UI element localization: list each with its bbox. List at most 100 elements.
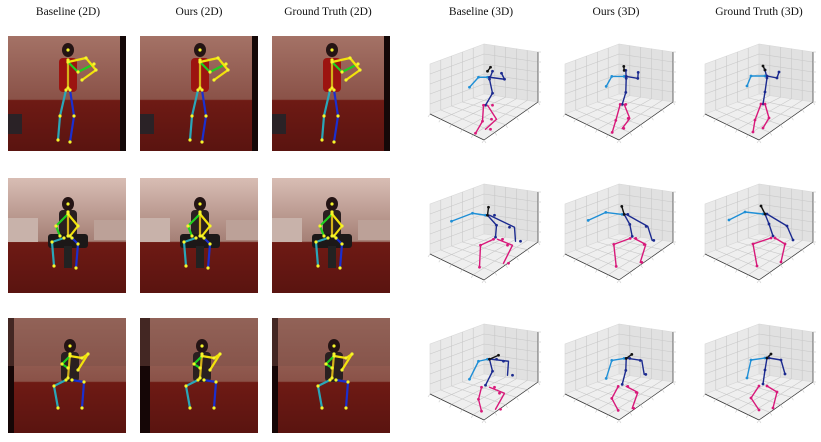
joint-marker (66, 212, 69, 215)
pose-image-crouching-ours-2d (140, 318, 258, 433)
joint-marker (350, 352, 353, 355)
joint-marker (186, 224, 189, 227)
plot-joint (493, 386, 496, 389)
plot-joint (764, 213, 767, 216)
joint-marker (200, 140, 203, 143)
plot-joint (640, 261, 643, 264)
plot-joint (480, 386, 483, 389)
joint-marker (198, 366, 201, 369)
plot-joint (744, 211, 747, 214)
pose-image-crouching-ground-truth-2d (272, 318, 390, 433)
joint-marker (66, 202, 69, 205)
pose-plot-standing-stretch-ground-truth-3d (693, 32, 821, 162)
plot-joint (503, 78, 506, 81)
plot-joint (786, 225, 789, 228)
plot-joint (758, 385, 761, 388)
joint-marker (182, 240, 185, 243)
joint-marker (358, 68, 361, 71)
plot-joint (780, 359, 783, 362)
joint-marker (206, 266, 209, 269)
joint-marker (190, 234, 193, 237)
plot-joint (776, 77, 779, 80)
joint-marker (80, 406, 83, 409)
joint-marker (194, 236, 197, 239)
plot-joint (492, 238, 495, 241)
plot-joint (478, 266, 481, 269)
joint-marker (52, 384, 55, 387)
joint-marker (68, 140, 71, 143)
joint-marker (202, 378, 205, 381)
joint-marker (70, 378, 73, 381)
plot-joint (612, 243, 615, 246)
plot-joint (766, 75, 769, 78)
pose-image-standing-stretch-baseline-2d (8, 36, 126, 151)
joint-marker (190, 114, 193, 117)
joint-marker (340, 368, 343, 371)
joint-marker (208, 368, 211, 371)
plot-joint (615, 265, 618, 268)
plot-joint (772, 407, 775, 410)
plot-joint (614, 119, 617, 122)
joint-marker (208, 70, 211, 73)
pose-image-standing-stretch-ours-2d (140, 36, 258, 151)
joint-marker (338, 266, 341, 269)
joint-marker (76, 368, 79, 371)
joint-marker (188, 406, 191, 409)
joint-marker (344, 78, 347, 81)
plot-joint (471, 212, 474, 215)
joint-marker (326, 236, 329, 239)
joint-marker (330, 60, 333, 63)
plot-joint (768, 223, 771, 226)
joint-marker (214, 380, 217, 383)
pose-plot-standing-stretch-baseline-3d (418, 32, 548, 162)
joint-marker (82, 380, 85, 383)
plot-joint (628, 357, 631, 360)
plot-joint (750, 75, 753, 78)
pose-plot-sitting-chair-ground-truth-3d (693, 172, 821, 302)
joint-marker (226, 68, 229, 71)
joint-marker (218, 352, 221, 355)
plot-joint (490, 118, 493, 121)
plot-joint (479, 244, 482, 247)
joint-marker (68, 88, 71, 91)
joint-marker (64, 378, 67, 381)
joint-marker (208, 242, 211, 245)
plot-joint (624, 91, 627, 94)
joint-marker (56, 138, 59, 141)
pose-image-standing-stretch-ground-truth-2d (272, 36, 390, 151)
plot-joint (637, 71, 640, 74)
joint-marker (80, 78, 83, 81)
plot-joint (628, 223, 631, 226)
plot-joint (634, 237, 637, 240)
joint-marker (56, 406, 59, 409)
joint-marker (356, 62, 359, 65)
joint-marker (196, 88, 199, 91)
plot-joint (630, 353, 633, 356)
joint-marker (330, 48, 333, 51)
pose-plot-sitting-chair-ours-3d (553, 172, 683, 302)
plot-joint (778, 71, 781, 74)
plot-joint (770, 237, 773, 240)
plot-joint (728, 219, 731, 222)
plot-joint (484, 384, 487, 387)
plot-joint (494, 236, 497, 239)
joint-marker (322, 114, 325, 117)
joint-marker (84, 56, 87, 59)
joint-marker (74, 266, 77, 269)
plot-joint (752, 243, 755, 246)
plot-joint (480, 410, 483, 413)
joint-marker (86, 352, 89, 355)
plot-joint (764, 369, 767, 372)
plot-joint (507, 262, 510, 265)
plot-joint (486, 214, 489, 217)
joint-marker (212, 406, 215, 409)
plot-joint (652, 239, 655, 242)
plot-joint (519, 240, 522, 243)
plot-joint (623, 69, 626, 72)
joint-marker (212, 78, 215, 81)
plot-joint (756, 265, 759, 268)
joint-marker (64, 88, 67, 91)
plot-joint (762, 383, 765, 386)
plot-joint (468, 86, 471, 89)
plot-joint (495, 358, 498, 361)
